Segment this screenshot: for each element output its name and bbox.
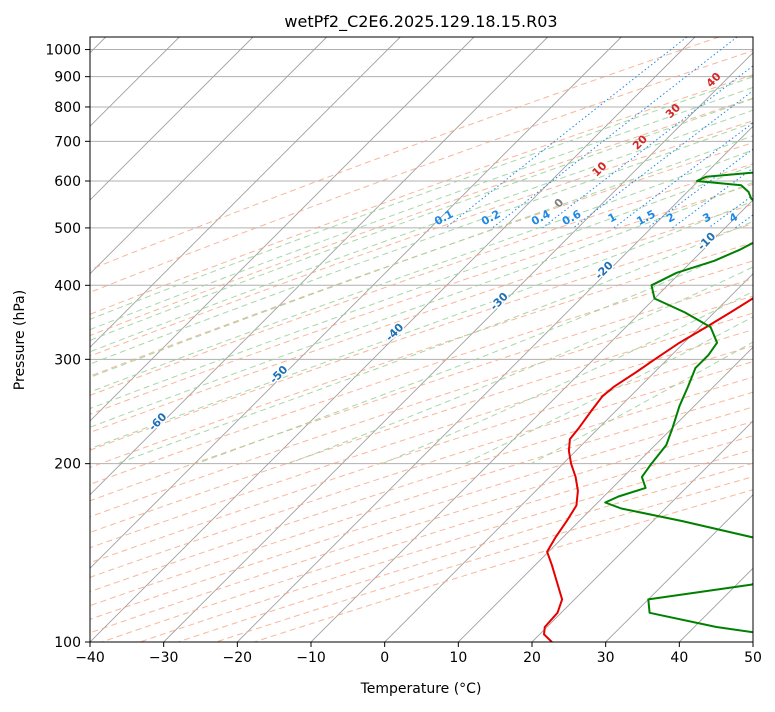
x-tick-label: −40: [75, 650, 105, 666]
y-tick-label: 1000: [45, 43, 81, 59]
y-axis-label: Pressure (hPa): [12, 290, 28, 390]
y-tick-label: 300: [54, 352, 81, 368]
x-tick-label: 20: [523, 650, 541, 666]
x-tick-label: 50: [744, 650, 762, 666]
y-tick-label: 400: [54, 278, 81, 294]
y-tick-label: 100: [54, 635, 81, 651]
x-tick-label: 40: [670, 650, 688, 666]
x-tick-label: 30: [597, 650, 615, 666]
x-tick-label: −10: [296, 650, 326, 666]
x-tick-label: −20: [223, 650, 253, 666]
x-tick-label: 0: [380, 650, 389, 666]
y-tick-label: 600: [54, 174, 81, 190]
isotherm-label: -70: [20, 463, 43, 486]
y-tick-label: 700: [54, 134, 81, 150]
x-tick-label: −30: [149, 650, 179, 666]
chart-title: wetPf2_C2E6.2025.129.18.15.R03: [284, 12, 557, 32]
x-tick-label: 10: [449, 650, 467, 666]
isotherm-line: [753, 37, 775, 642]
y-tick-label: 800: [54, 100, 81, 116]
mixing-ratio-label: 6: [766, 210, 775, 225]
y-tick-label: 900: [54, 70, 81, 86]
y-tick-label: 200: [54, 457, 81, 473]
x-axis-label: Temperature (°C): [360, 681, 482, 697]
y-tick-label: 500: [54, 221, 81, 237]
